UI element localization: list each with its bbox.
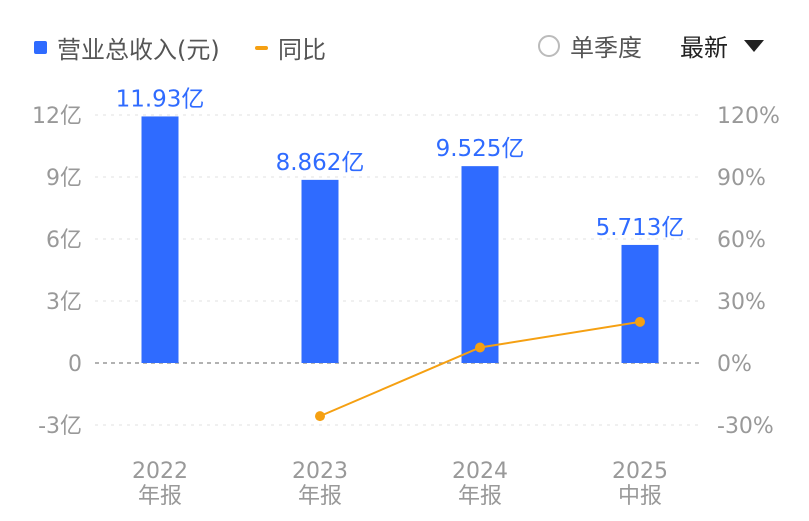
legend-revenue-label: 营业总收入(元): [57, 36, 220, 64]
left-axis-tick-label: 12亿: [32, 104, 82, 129]
chart-header: 营业总收入(元) 同比 单季度 最新: [0, 0, 809, 86]
period-select[interactable]: 最新: [680, 28, 764, 63]
left-axis-tick-label: 6亿: [46, 228, 82, 253]
quarterly-toggle[interactable]: 单季度: [538, 28, 642, 63]
legend-yoy-label: 同比: [278, 36, 326, 64]
legend-yoy[interactable]: 同比: [255, 30, 326, 65]
yoy-point: [635, 316, 645, 327]
revenue-bar: [141, 116, 179, 364]
left-axis-tick-label: 0: [68, 352, 82, 377]
revenue-data-label: 11.93亿: [116, 86, 205, 112]
revenue-bar: [621, 244, 659, 363]
legend-revenue[interactable]: 营业总收入(元): [34, 30, 220, 65]
yoy-point: [315, 411, 325, 422]
x-axis-report-label: 年报: [298, 484, 342, 509]
revenue-data-label: 8.862亿: [276, 150, 365, 176]
x-axis-report-label: 年报: [458, 484, 502, 509]
revenue-swatch-icon: [34, 41, 47, 54]
yoy-swatch-icon: [255, 45, 268, 50]
left-axis-tick-label: 3亿: [46, 290, 82, 315]
x-axis-year-label: 2022: [132, 459, 188, 484]
right-axis-tick-label: 120%: [717, 104, 780, 129]
right-axis-tick-label: 30%: [717, 290, 766, 315]
radio-icon[interactable]: [538, 34, 560, 57]
period-label: 最新: [680, 34, 728, 62]
revenue-bar: [301, 179, 339, 363]
revenue-data-label: 9.525亿: [436, 136, 525, 162]
left-axis-tick-label: -3亿: [38, 414, 82, 439]
x-axis-report-label: 年报: [138, 484, 182, 509]
revenue-data-label: 5.713亿: [596, 215, 685, 241]
yoy-point: [475, 342, 485, 353]
right-axis-tick-label: 0%: [717, 352, 752, 377]
x-axis-report-label: 中报: [618, 484, 662, 509]
x-axis-year-label: 2023: [292, 459, 348, 484]
caret-down-icon: [744, 39, 764, 52]
x-axis-year-label: 2025: [612, 459, 668, 484]
x-axis-year-label: 2024: [452, 459, 508, 484]
right-axis-tick-label: 60%: [717, 228, 766, 253]
quarterly-label: 单季度: [570, 34, 642, 62]
left-axis-tick-label: 9亿: [46, 166, 82, 191]
revenue-bar: [461, 166, 499, 363]
right-axis-tick-label: 90%: [717, 166, 766, 191]
right-axis-tick-label: -30%: [717, 414, 774, 439]
